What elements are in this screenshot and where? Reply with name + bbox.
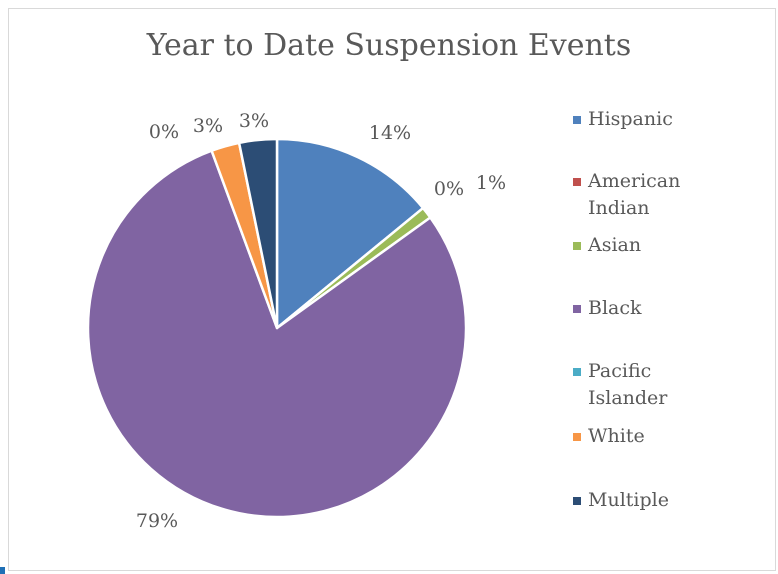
legend-swatch-hispanic	[573, 116, 581, 124]
chart-title: Year to Date Suspension Events	[146, 28, 632, 63]
slice-hispanic	[275, 137, 425, 330]
legend-swatch-american-indian	[573, 178, 581, 186]
data-labels: 14% 0% 1% 79% 0% 3% 3%	[136, 110, 506, 532]
slice-black	[86, 149, 468, 519]
data-label-asian: 1%	[476, 172, 506, 194]
legend-label-multiple: Multiple	[588, 489, 669, 511]
data-label-pacific-islander: 0%	[149, 121, 179, 143]
legend-swatch-black	[573, 305, 581, 313]
legend-swatch-multiple	[573, 497, 581, 505]
legend-label-asian: Asian	[588, 234, 642, 256]
data-label-hispanic: 14%	[369, 122, 411, 144]
legend-swatch-asian	[573, 242, 581, 250]
legend-label-hispanic: Hispanic	[588, 108, 673, 130]
data-label-american-indian: 0%	[434, 178, 464, 200]
data-label-multiple: 3%	[239, 110, 269, 132]
legend-swatch-white	[573, 433, 581, 441]
legend-swatch-pacific-islander	[573, 368, 581, 376]
legend-label-pacific-islander: Pacific Islander	[588, 360, 668, 409]
data-label-black: 79%	[136, 510, 178, 532]
legend-label-american-indian: American Indian	[588, 170, 681, 219]
legend-label-white: White	[588, 425, 645, 447]
slice-multiple	[237, 137, 279, 330]
edge-artifact	[0, 567, 5, 574]
data-label-white: 3%	[193, 115, 223, 137]
legend-label-black: Black	[588, 297, 642, 319]
pie-slices	[86, 137, 468, 519]
